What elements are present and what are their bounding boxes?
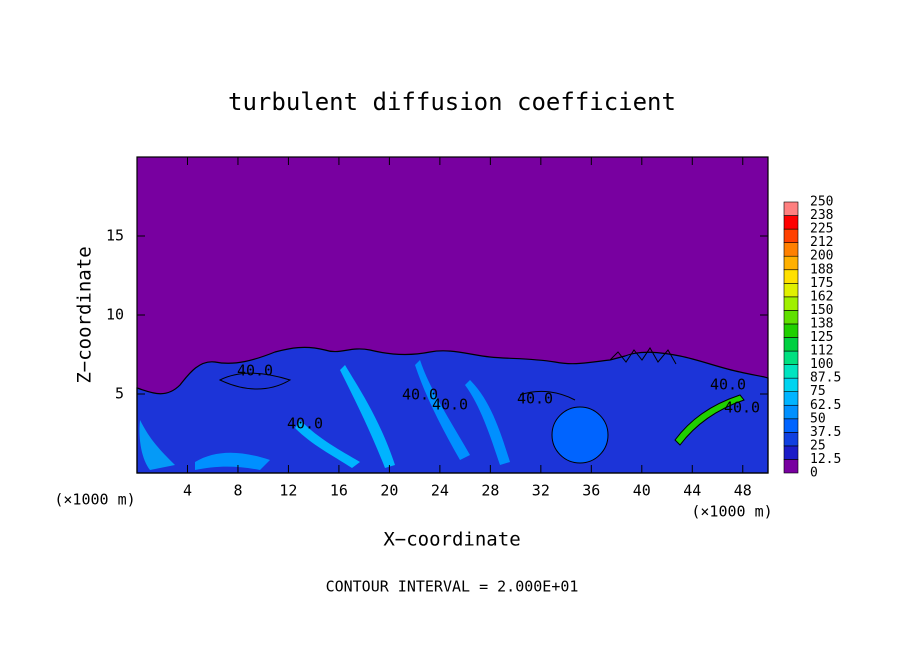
colorbar-label: 62.5 (810, 398, 841, 413)
x-tick-label: 32 (532, 482, 550, 500)
x-tick-label: 8 (233, 482, 242, 500)
x-tick-label: 36 (582, 482, 600, 500)
colorbar-band (783, 282, 799, 298)
x-tick-label: 24 (431, 482, 449, 500)
colorbar-label: 200 (810, 249, 833, 264)
colorbar-label: 25 (810, 438, 826, 453)
x-tick-label: 4 (183, 482, 192, 500)
colorbar-label: 212 (810, 235, 833, 250)
colorbar-label: 37.5 (810, 425, 841, 440)
colorbar-band (783, 296, 799, 311)
colorbar-label: 50 (810, 411, 826, 426)
colorbar-band (783, 404, 799, 420)
x-tick-label: 12 (279, 482, 297, 500)
colorbar-band (783, 350, 799, 365)
contour-label: 40.0 (287, 415, 323, 433)
colorbar-label: 138 (810, 316, 833, 331)
colorbar-label: 12.5 (810, 452, 841, 467)
streak (674, 394, 745, 446)
colorbar-label: 225 (810, 222, 833, 237)
streak (415, 360, 470, 460)
colorbar-band (783, 364, 799, 379)
y-tick-label: 15 (106, 227, 124, 245)
contour-line (218, 372, 292, 390)
y-axis-label: Z−coordinate (74, 246, 96, 383)
colorbar-band (783, 255, 799, 271)
streak (340, 365, 395, 468)
contour-label: 40.0 (432, 396, 468, 414)
y-tick-label: 10 (106, 306, 124, 324)
y-tick-label: 5 (115, 385, 124, 403)
colorbar-band (783, 201, 799, 216)
colorbar-band (783, 228, 799, 243)
colorbar-band (783, 269, 799, 284)
colorbar-band (783, 310, 799, 325)
contour-line (609, 347, 677, 365)
streak (465, 380, 510, 465)
colorbar-band (783, 242, 799, 257)
colorbar-band (783, 323, 799, 338)
x-tick-label: 16 (330, 482, 348, 500)
colorbar-label: 75 (810, 384, 826, 399)
x-tick-label: 20 (380, 482, 398, 500)
contour-label: 40.0 (517, 390, 553, 408)
contour-label: 40.0 (402, 386, 438, 404)
colorbar-label: 238 (810, 208, 833, 223)
colorbar-label: 162 (810, 289, 833, 304)
streak (295, 420, 360, 468)
contour-label: 40.0 (710, 376, 746, 394)
colorbar-label: 0 (810, 466, 818, 481)
colorbar-band (783, 337, 799, 352)
contour-label: 40.0 (237, 362, 273, 380)
x-tick-label: 48 (734, 482, 752, 500)
x-unit-label: (×1000 m) (691, 503, 772, 521)
colorbar-band (783, 391, 799, 406)
colorbar-band (783, 445, 799, 460)
colorbar-label: 87.5 (810, 371, 841, 386)
turbulent-layer (136, 346, 769, 474)
colorbar-band (783, 459, 799, 474)
x-unit-label: (×1000 m) (54, 491, 135, 509)
colorbar-band (783, 418, 799, 433)
colorbar-label: 125 (810, 330, 833, 345)
colorbar-label: 100 (810, 357, 833, 372)
colorbar-label: 188 (810, 262, 833, 277)
x-axis-label: X−coordinate (383, 529, 520, 551)
plot-field (136, 156, 769, 474)
contour-label: 40.0 (724, 399, 760, 417)
x-tick-label: 44 (683, 482, 701, 500)
colorbar-band (783, 215, 799, 230)
x-tick-label: 28 (481, 482, 499, 500)
colorbar-label: 175 (810, 276, 833, 291)
contour-line (519, 390, 576, 401)
colorbar-band (783, 432, 799, 447)
footer-note: CONTOUR INTERVAL = 2.000E+01 (326, 578, 579, 596)
colorbar-label: 250 (810, 195, 833, 210)
streak (195, 452, 270, 470)
colorbar-label: 150 (810, 303, 833, 318)
colorbar-band (783, 377, 799, 392)
streak (139, 420, 175, 470)
eddy (551, 406, 609, 464)
colorbar-label: 112 (810, 344, 833, 359)
x-tick-label: 40 (633, 482, 651, 500)
chart-title: turbulent diffusion coefficient (228, 88, 676, 116)
